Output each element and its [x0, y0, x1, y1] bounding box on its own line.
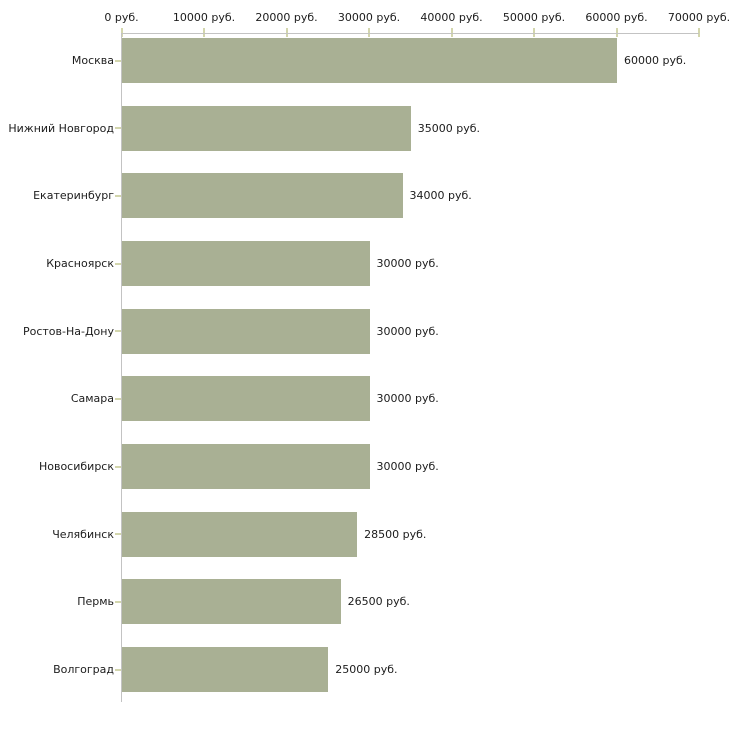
y-axis-tick [115, 668, 121, 671]
bar [122, 647, 329, 693]
y-axis-tick [115, 330, 121, 333]
value-label: 25000 руб. [335, 663, 398, 677]
y-axis-tick [115, 59, 121, 62]
bar [122, 444, 370, 490]
value-label: 30000 руб. [376, 392, 439, 406]
bar [122, 376, 370, 422]
category-label: Новосибирск [38, 460, 114, 474]
category-label: Челябинск [52, 527, 114, 541]
x-axis-tick-label: 60000 руб. [585, 11, 648, 24]
x-axis-tick [203, 28, 205, 37]
x-axis-tick [285, 28, 288, 37]
x-axis-tick-label: 50000 руб. [502, 11, 566, 24]
value-label: 26500 руб. [347, 595, 410, 609]
bar [122, 173, 403, 219]
x-axis-tick [450, 28, 453, 37]
y-axis-tick [115, 127, 121, 130]
y-axis-tick [115, 397, 121, 400]
y-axis-tick [115, 533, 121, 536]
x-axis-tick-label: 70000 руб. [667, 11, 730, 24]
y-axis-tick [115, 465, 121, 468]
y-axis-tick [115, 600, 121, 603]
bar [122, 511, 358, 557]
value-label: 34000 руб. [409, 189, 472, 203]
bar [122, 105, 411, 151]
x-axis-tick [368, 28, 370, 37]
bar [122, 38, 617, 83]
category-label: Ростов-На-Дону [22, 324, 114, 338]
category-label: Волгоград [53, 663, 114, 677]
category-label: Екатеринбург [33, 189, 114, 203]
x-axis-tick [120, 28, 123, 37]
value-label: 35000 руб. [417, 121, 481, 135]
value-label: 60000 руб. [624, 54, 687, 67]
x-axis-tick-label: 20000 руб. [255, 11, 318, 24]
x-axis-tick-label: 30000 руб. [337, 11, 401, 24]
bar [122, 579, 341, 625]
x-axis-line [121, 33, 699, 34]
x-axis-tick-label: 40000 руб. [420, 11, 483, 24]
category-label: Пермь [77, 595, 114, 609]
value-label: 28500 руб. [364, 527, 427, 541]
x-axis-tick [533, 28, 535, 37]
bar [122, 241, 370, 286]
category-label: Самара [70, 392, 114, 406]
x-axis-tick-label: 0 руб. [104, 11, 139, 24]
y-axis-line [121, 33, 122, 702]
bar [122, 308, 370, 354]
value-label: 30000 руб. [376, 257, 439, 270]
x-axis-tick [615, 28, 618, 37]
y-axis-tick [115, 194, 121, 197]
x-axis-tick-label: 10000 руб. [172, 11, 236, 24]
value-label: 30000 руб. [376, 324, 439, 338]
x-axis-tick [698, 28, 700, 37]
category-label: Красноярск [46, 257, 114, 270]
value-label: 30000 руб. [376, 460, 439, 474]
category-label: Москва [71, 54, 114, 67]
category-label: Нижний Новгород [8, 121, 114, 135]
y-axis-tick [115, 262, 121, 265]
